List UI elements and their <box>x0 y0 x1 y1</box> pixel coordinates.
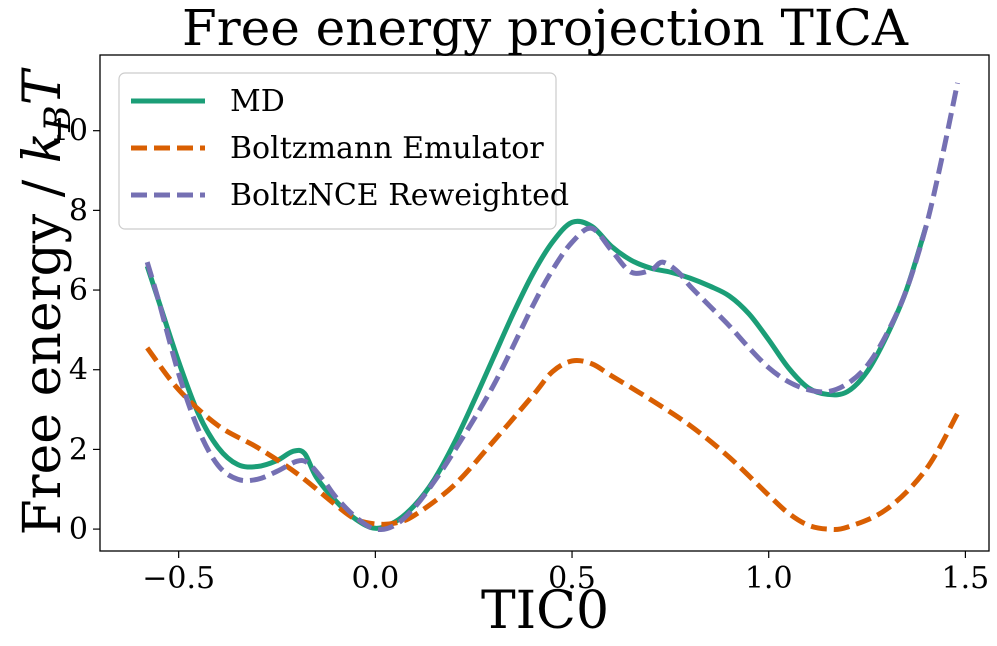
x-tick-label: 1.0 <box>745 561 793 596</box>
y-tick-label: 8 <box>69 193 88 228</box>
y-tick-label: 0 <box>69 512 88 547</box>
y-tick-label: 10 <box>50 114 88 149</box>
y-tick-label: 4 <box>69 353 88 388</box>
x-tick-label: 0.5 <box>548 561 596 596</box>
axes-frame <box>99 54 990 552</box>
x-tick-label: 1.5 <box>942 561 990 596</box>
legend-entries: MD Boltzmann Emulator BoltzNCE Reweighted <box>131 84 569 213</box>
x-tick-label: 0.0 <box>351 561 399 596</box>
legend-label-md: MD <box>230 84 285 119</box>
legend-box <box>118 72 557 230</box>
legend: MD Boltzmann Emulator BoltzNCE Reweighted <box>118 72 569 230</box>
y-axis-label: Free energy / kBT <box>13 67 79 535</box>
x-axis-ticks: −0.5 0.0 0.5 1.0 1.5 <box>142 551 989 596</box>
x-tick-label: −0.5 <box>142 561 215 596</box>
y-axis-label-k: k <box>13 132 73 164</box>
y-tick-label: 2 <box>69 432 88 467</box>
series-line-boltzmann-emulator <box>145 346 960 532</box>
legend-label-boltzmann-emulator: Boltzmann Emulator <box>230 131 544 166</box>
series-line-boltznce-reweighted <box>144 82 960 533</box>
y-tick-label: 6 <box>69 273 88 308</box>
series-layer <box>144 82 960 533</box>
y-axis-ticks: 0 2 4 6 8 10 <box>50 114 100 547</box>
x-axis-label: TIC0 <box>481 581 609 641</box>
y-axis-label-text: Free energy / <box>13 163 73 535</box>
legend-label-boltznce-reweighted: BoltzNCE Reweighted <box>230 178 569 213</box>
y-axis-label-sub: B <box>38 105 79 132</box>
chart-title: Free energy projection TICA <box>182 0 909 57</box>
y-axis-label-t: T <box>13 67 73 105</box>
